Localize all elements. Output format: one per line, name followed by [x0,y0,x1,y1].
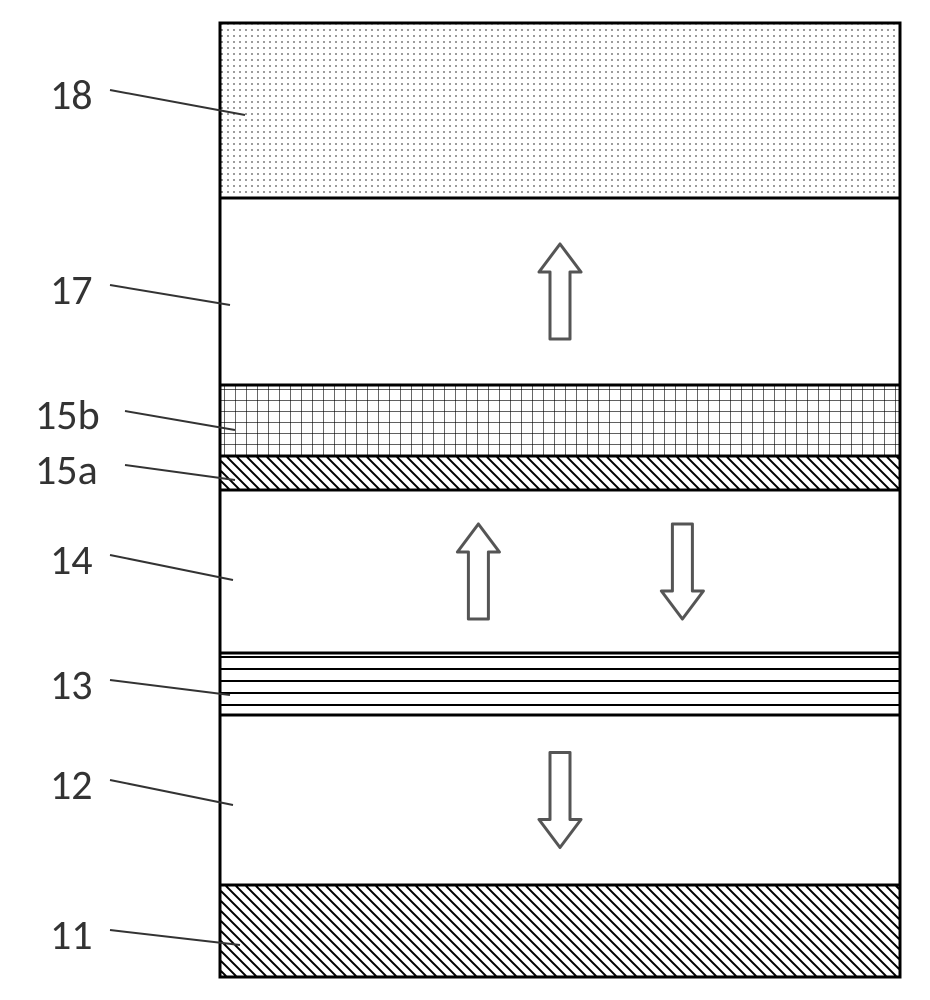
leader-12 [110,780,233,805]
label-18: 18 [50,70,93,121]
layer-13 [220,653,900,715]
label-15a: 15a [35,445,98,496]
layer-stack-figure: 18 17 15b15a 14 13 12 11 [15,15,915,985]
layer-14 [220,490,900,653]
layer-18 [220,23,900,198]
layer-11 [220,885,900,977]
label-12: 12 [50,760,93,811]
label-17: 17 [50,265,93,316]
leader-17 [110,285,230,305]
leader-13 [110,680,230,695]
figure-svg [15,15,915,985]
layer-15a [220,456,900,490]
leader-14 [110,555,233,580]
layer-15b [220,385,900,456]
label-11: 11 [50,910,93,961]
label-13: 13 [50,660,93,711]
label-15b: 15b [35,390,100,441]
label-14: 14 [50,535,93,586]
